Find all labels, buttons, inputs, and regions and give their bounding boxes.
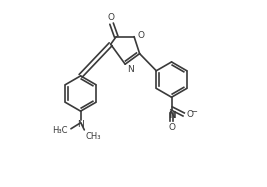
Text: O: O [107, 13, 114, 22]
Text: H₃C: H₃C [52, 126, 67, 135]
Text: CH₃: CH₃ [85, 132, 101, 141]
Text: N: N [168, 111, 175, 120]
Text: −: − [190, 107, 197, 116]
Text: O: O [137, 31, 144, 40]
Text: N: N [77, 120, 84, 129]
Text: O: O [168, 123, 175, 132]
Text: N: N [127, 65, 134, 74]
Text: O: O [186, 110, 193, 119]
